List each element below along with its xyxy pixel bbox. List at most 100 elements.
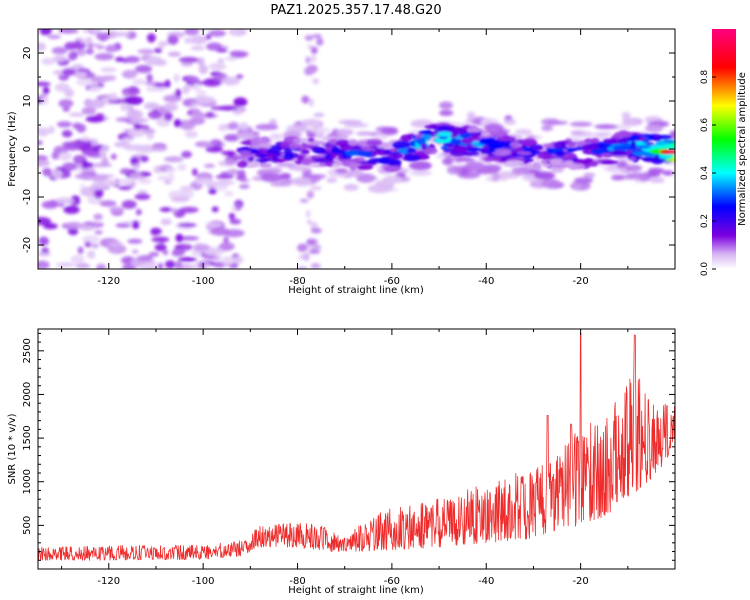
heat-blob <box>223 236 229 244</box>
heat-blob <box>62 68 77 76</box>
colorbar-ticks: 0.0 0.2 0.4 0.6 0.8 <box>700 70 716 277</box>
heat-blob <box>584 138 593 143</box>
heat-blob <box>153 59 167 66</box>
spectrogram-y-ticks: -20 -10 0 10 20 <box>22 47 675 253</box>
snr-x-label: Height of straight line (km) <box>288 585 424 596</box>
heat-blob <box>70 255 85 264</box>
heat-blob <box>470 136 481 140</box>
heat-blob <box>326 177 338 183</box>
heat-blob <box>76 48 86 57</box>
heat-blob <box>87 41 94 50</box>
heat-blob <box>629 157 637 161</box>
heat-blob <box>82 150 98 156</box>
heat-blob <box>217 58 225 64</box>
heat-blob <box>177 257 198 262</box>
heat-blob <box>38 140 43 145</box>
colorbar-tick-label: 0.0 <box>700 262 710 277</box>
heat-blob <box>573 183 582 191</box>
heat-blob <box>309 140 327 146</box>
heat-blob <box>93 189 104 199</box>
heat-blob <box>335 139 352 147</box>
heat-blob <box>437 131 452 137</box>
snr-series-line <box>38 333 675 561</box>
heat-blob <box>313 146 325 152</box>
heat-blob <box>133 123 142 130</box>
heat-blob <box>316 38 324 46</box>
heat-blob <box>232 255 244 264</box>
heat-blob <box>81 167 97 173</box>
y-tick-label: -20 <box>22 237 33 253</box>
heat-blob <box>614 131 633 138</box>
heat-blob <box>356 164 374 170</box>
heat-blob <box>309 98 314 107</box>
heat-blob <box>63 205 80 214</box>
heat-blob <box>260 136 270 144</box>
heat-blob <box>88 99 106 109</box>
x-tick-label: -100 <box>192 576 215 587</box>
heat-blob <box>170 196 190 203</box>
heat-blob <box>255 123 279 131</box>
heat-blob <box>466 111 476 119</box>
heat-blob <box>221 150 237 156</box>
heat-blob <box>38 159 51 167</box>
heat-blob <box>647 167 665 174</box>
heat-blob <box>307 137 315 142</box>
heat-blob <box>225 157 235 166</box>
heat-blob <box>47 34 61 40</box>
heat-blob <box>159 207 173 212</box>
heat-blob <box>313 112 325 118</box>
heat-blob <box>334 168 348 174</box>
heat-blob <box>51 46 68 55</box>
heat-blob <box>123 96 144 105</box>
heat-blob <box>505 160 524 166</box>
heat-blob <box>488 143 502 149</box>
heat-blob <box>175 233 184 243</box>
heat-blob <box>43 223 58 230</box>
heat-blob <box>163 156 184 163</box>
heat-blob <box>567 142 576 148</box>
heat-blob <box>540 153 553 160</box>
heat-blob <box>183 37 195 44</box>
heat-blob <box>386 154 400 160</box>
heat-blob <box>53 55 67 63</box>
heat-blob <box>134 193 151 200</box>
heat-blob <box>105 44 118 53</box>
heat-blob <box>287 143 304 149</box>
x-tick-label: -20 <box>572 276 588 287</box>
y-tick-label: 500 <box>22 516 33 535</box>
heat-blob <box>297 266 308 269</box>
x-tick-label: -20 <box>572 576 588 587</box>
heat-blob <box>594 124 618 130</box>
heat-blob <box>306 240 316 245</box>
heat-blob <box>41 96 49 106</box>
heat-blob <box>291 177 312 186</box>
heat-blob <box>467 127 483 133</box>
heat-blob <box>382 165 403 170</box>
heat-blob <box>625 172 648 180</box>
heat-blob <box>42 167 53 177</box>
heat-blob <box>110 153 117 160</box>
heat-blob <box>38 127 50 136</box>
heat-blob <box>465 161 485 171</box>
heat-blob <box>306 132 316 139</box>
heat-blob <box>310 46 318 55</box>
heat-blob <box>305 56 311 64</box>
heat-blob <box>151 236 170 243</box>
heat-blob <box>342 145 354 150</box>
heat-blob <box>85 48 94 55</box>
heat-blob <box>657 134 672 140</box>
heat-blob <box>165 260 176 269</box>
heat-blob <box>91 163 113 168</box>
heat-blob <box>58 29 79 34</box>
heat-blob <box>259 162 272 168</box>
heat-blob <box>179 185 195 191</box>
heat-blob <box>625 164 643 172</box>
spectrogram-heatmap <box>38 29 675 269</box>
heat-blob <box>184 29 200 36</box>
heat-blob <box>193 243 206 252</box>
heat-blob <box>255 158 271 163</box>
heat-blob <box>235 201 242 211</box>
heat-blob <box>553 142 567 149</box>
heat-blob <box>145 86 167 92</box>
